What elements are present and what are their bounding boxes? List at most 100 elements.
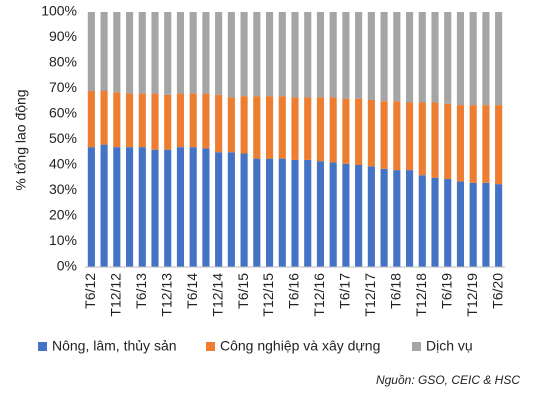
x-tick-label: T12/18 xyxy=(413,273,429,317)
bar-segment xyxy=(176,12,185,94)
legend-label: Nông, lâm, thủy sản xyxy=(52,338,177,354)
bar-segment xyxy=(164,94,172,150)
bar-segment xyxy=(469,105,477,183)
bar-segment xyxy=(215,152,223,267)
bar-segment xyxy=(227,152,235,267)
bar-segment xyxy=(87,91,95,148)
bar-segment xyxy=(113,147,121,267)
bar-segment xyxy=(367,99,375,167)
bar-segment xyxy=(456,105,465,182)
bar-segment xyxy=(202,148,210,267)
bar-segment xyxy=(380,168,388,267)
bar-segment xyxy=(444,12,452,104)
bar-segment xyxy=(240,12,248,97)
bar-segment xyxy=(444,103,452,180)
bar-segment xyxy=(151,149,159,267)
legend-swatch xyxy=(412,342,421,351)
bar-segment xyxy=(469,182,477,267)
bar-segment xyxy=(418,12,426,103)
x-tick-label: T12/17 xyxy=(362,273,378,317)
bar-segment xyxy=(316,161,325,267)
bar-segment xyxy=(304,159,312,267)
bar-segment xyxy=(100,12,108,92)
x-tick-label: T12/15 xyxy=(260,273,276,317)
bar-segment xyxy=(278,158,286,267)
bar-segment xyxy=(278,12,286,97)
bar-segment xyxy=(304,12,312,98)
bar-segment xyxy=(265,12,274,97)
bar-segment xyxy=(113,12,121,93)
bar-segment xyxy=(482,105,490,183)
bar-segment xyxy=(380,101,388,169)
bar-segment xyxy=(393,101,401,171)
bar-segment xyxy=(367,166,375,267)
bar-segment xyxy=(125,147,134,267)
y-tick-label: 30% xyxy=(49,181,77,197)
bar-segment xyxy=(431,12,439,103)
bar-segment xyxy=(227,97,235,153)
y-axis-label: % tổng lao động xyxy=(13,89,29,190)
x-tick-label: T6/15 xyxy=(235,273,251,309)
bar-segment xyxy=(189,12,197,94)
bar-segment xyxy=(393,170,401,267)
bar-segment xyxy=(405,170,414,267)
bar-segment xyxy=(240,153,248,267)
bar-segment xyxy=(138,93,146,148)
bar-segment xyxy=(125,12,134,94)
bar-segment xyxy=(329,97,337,163)
bar-segment xyxy=(253,158,261,267)
bar-segment xyxy=(202,12,210,94)
x-tick-label: T12/16 xyxy=(311,273,327,317)
y-tick-label: 0% xyxy=(57,258,77,274)
bar-segment xyxy=(405,12,414,103)
bar-segment xyxy=(189,93,197,148)
bar-segment xyxy=(405,102,414,171)
x-tick-label: T6/18 xyxy=(388,273,404,309)
x-tick-label: T6/17 xyxy=(337,273,353,309)
bar-segment xyxy=(278,96,286,159)
x-tick-label: T6/20 xyxy=(489,273,505,309)
bar-segment xyxy=(164,12,172,95)
bar-segment xyxy=(138,147,146,267)
y-tick-label: 10% xyxy=(49,232,77,248)
bar-segment xyxy=(291,12,299,98)
bar-segment xyxy=(202,93,210,149)
bar-segment xyxy=(316,97,325,162)
y-tick-label: 60% xyxy=(49,105,77,121)
x-tick-label: T12/19 xyxy=(464,273,480,317)
bar-segment xyxy=(176,147,185,267)
bar-segment xyxy=(265,158,274,267)
x-tick-label: T6/13 xyxy=(133,273,149,309)
x-tick-label: T12/13 xyxy=(158,273,174,317)
bar-segment xyxy=(355,165,363,267)
legend-label: Công nghiệp và xây dựng xyxy=(220,338,380,354)
x-tick-label: T6/12 xyxy=(82,273,98,309)
bar-segment xyxy=(495,184,503,267)
bar-segment xyxy=(495,12,503,106)
bar-segment xyxy=(215,12,223,95)
legend-label: Dịch vụ xyxy=(426,338,473,354)
bar-segment xyxy=(138,12,146,94)
bar-segment xyxy=(495,105,503,185)
bar-segment xyxy=(342,163,350,267)
source: Nguồn: GSO, CEIC & HSC xyxy=(376,373,520,387)
bar-segment xyxy=(431,177,439,267)
bar-segment xyxy=(113,92,121,148)
bar-segment xyxy=(291,97,299,160)
bar-segment xyxy=(304,97,312,160)
bar-segment xyxy=(456,12,465,106)
bar-segment xyxy=(291,159,299,267)
bar-segment xyxy=(367,12,375,100)
bar-segment xyxy=(329,162,337,267)
x-tick-label: T12/12 xyxy=(108,273,124,317)
bar-segment xyxy=(444,179,452,267)
bar-segment xyxy=(380,12,388,102)
y-tick-label: 100% xyxy=(41,3,77,19)
bar-segment xyxy=(418,102,426,176)
bar-segment xyxy=(355,98,363,165)
legend-swatch xyxy=(206,342,215,351)
y-tick-label: 20% xyxy=(49,207,77,223)
bar-segment xyxy=(469,12,477,106)
bar-segment xyxy=(329,12,337,98)
